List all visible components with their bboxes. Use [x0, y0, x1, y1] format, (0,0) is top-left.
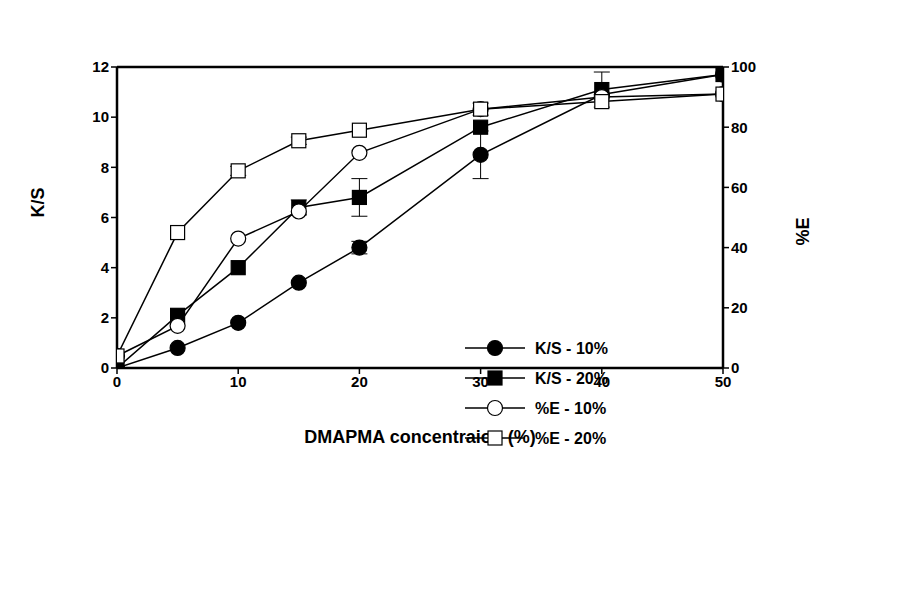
- svg-text:0: 0: [731, 359, 739, 376]
- svg-text:K/S - 10%: K/S - 10%: [535, 340, 608, 357]
- svg-text:10: 10: [92, 108, 109, 125]
- svg-text:%E - 20%: %E - 20%: [535, 430, 606, 447]
- svg-text:50: 50: [715, 373, 732, 390]
- svg-text:K/S: K/S: [28, 187, 48, 217]
- svg-text:20: 20: [731, 299, 748, 316]
- svg-text:20: 20: [351, 373, 368, 390]
- svg-text:40: 40: [731, 239, 748, 256]
- svg-text:8: 8: [101, 159, 109, 176]
- svg-text:30: 30: [472, 373, 489, 390]
- svg-text:%E: %E: [793, 218, 813, 246]
- svg-text:K/S - 20%: K/S - 20%: [535, 370, 608, 387]
- svg-text:%E - 10%: %E - 10%: [535, 400, 606, 417]
- svg-text:80: 80: [731, 119, 748, 136]
- svg-text:2: 2: [101, 309, 109, 326]
- svg-text:0: 0: [101, 359, 109, 376]
- svg-text:4: 4: [101, 259, 110, 276]
- svg-text:12: 12: [92, 58, 109, 75]
- svg-text:0: 0: [113, 373, 121, 390]
- svg-text:100: 100: [731, 58, 756, 75]
- svg-text:DMAPMA concentraion (%): DMAPMA concentraion (%): [304, 427, 535, 447]
- svg-text:10: 10: [230, 373, 247, 390]
- svg-text:60: 60: [731, 179, 748, 196]
- svg-text:40: 40: [593, 373, 610, 390]
- svg-text:6: 6: [101, 209, 109, 226]
